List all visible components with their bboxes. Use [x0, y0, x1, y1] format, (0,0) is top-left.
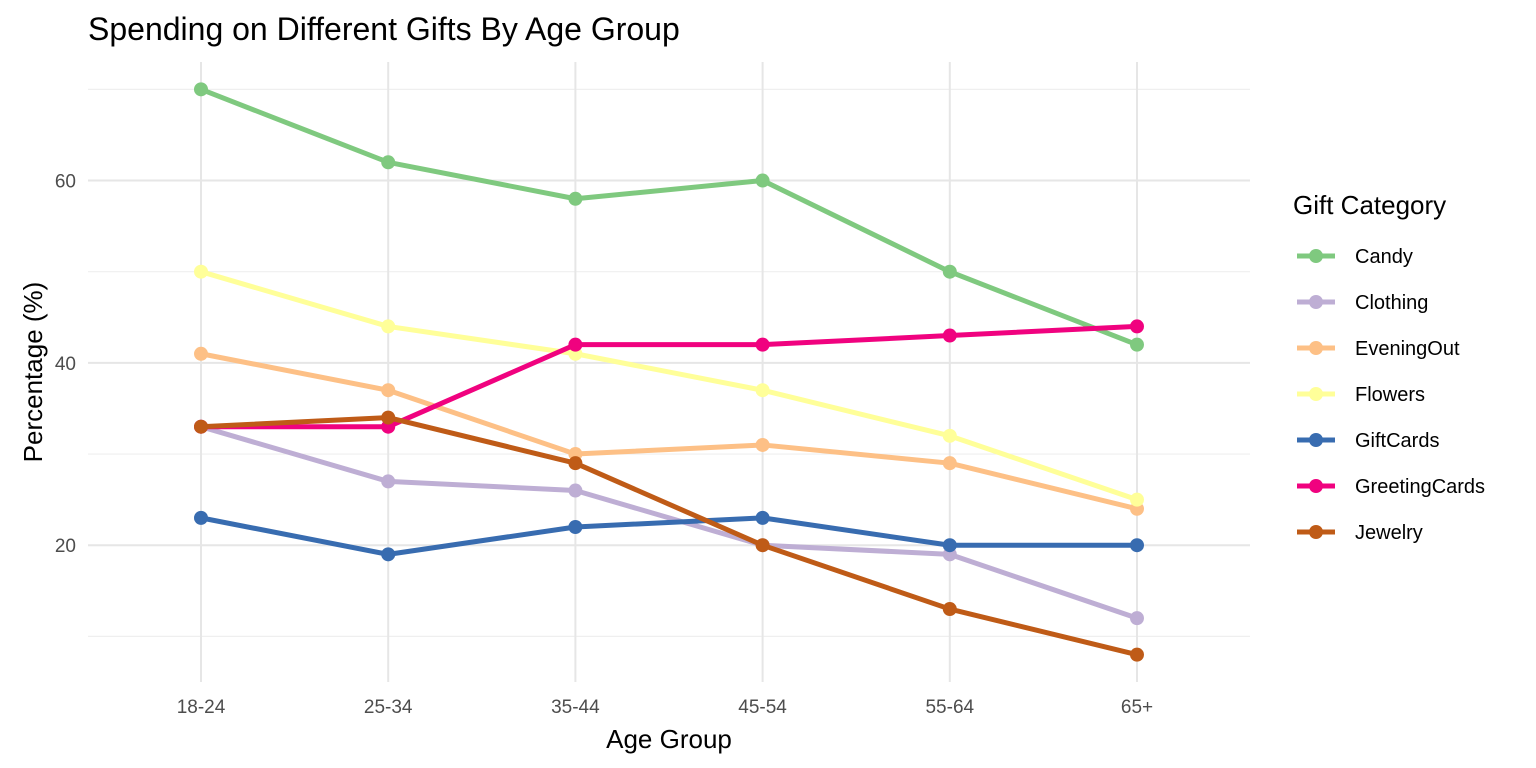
series-greetingcards	[194, 319, 1144, 434]
y-axis-title: Percentage (%)	[18, 282, 48, 463]
data-point	[381, 155, 396, 170]
data-point	[194, 419, 208, 434]
data-point	[1130, 647, 1144, 662]
data-point	[755, 538, 770, 553]
chart-title: Spending on Different Gifts By Age Group	[88, 11, 680, 47]
data-point	[568, 191, 583, 206]
data-point	[942, 428, 957, 443]
legend-swatch-point	[1309, 295, 1323, 309]
legend-item-flowers: Flowers	[1297, 384, 1425, 406]
data-point	[568, 483, 583, 498]
data-point	[755, 510, 770, 525]
legend-swatch-point	[1309, 433, 1323, 447]
data-point	[1130, 492, 1144, 507]
data-point	[381, 410, 396, 425]
legend-title: Gift Category	[1293, 190, 1446, 220]
legend-label: Flowers	[1355, 384, 1425, 406]
data-point	[381, 319, 396, 334]
data-point	[568, 520, 583, 534]
legend-swatch-point	[1309, 249, 1323, 263]
x-tick-label: 18-24	[177, 697, 226, 718]
legend-item-eveningout: EveningOut	[1297, 338, 1460, 360]
data-point	[568, 337, 583, 352]
x-tick-label: 45-54	[738, 697, 787, 718]
series-candy	[194, 82, 1144, 352]
data-point	[755, 337, 770, 352]
series-giftcards	[194, 510, 1144, 562]
series-line	[200, 87, 1138, 347]
grid	[88, 62, 1250, 682]
data-point	[194, 264, 208, 279]
data-point	[194, 510, 208, 525]
series-jewelry	[194, 410, 1144, 662]
legend-item-candy: Candy	[1297, 246, 1413, 268]
x-tick-label: 25-34	[364, 697, 413, 718]
y-tick-label: 40	[55, 354, 76, 375]
legend-item-giftcards: GiftCards	[1297, 430, 1439, 452]
x-axis-title: Age Group	[606, 724, 732, 754]
data-point	[381, 383, 396, 398]
legend-label: GreetingCards	[1355, 476, 1485, 498]
data-point	[942, 264, 957, 279]
legend-swatch-point	[1309, 387, 1323, 401]
series-line	[200, 269, 1138, 503]
legend-label: EveningOut	[1355, 338, 1460, 360]
x-tick-label: 35-44	[551, 697, 600, 718]
legend-item-jewelry: Jewelry	[1297, 522, 1423, 544]
data-point	[381, 547, 396, 562]
data-point	[755, 173, 770, 188]
legend-label: Clothing	[1355, 292, 1428, 314]
series-line	[200, 351, 1138, 512]
data-point	[194, 82, 208, 97]
series-flowers	[194, 264, 1144, 507]
data-point	[194, 346, 208, 361]
data-point	[942, 456, 957, 471]
data-point	[568, 456, 583, 471]
series-line	[200, 515, 1137, 557]
series-line	[200, 424, 1138, 621]
legend-swatch-point	[1309, 525, 1323, 539]
legend-swatch-point	[1309, 479, 1323, 493]
legend-swatch-point	[1309, 341, 1323, 355]
legend-label: Candy	[1355, 246, 1413, 268]
data-point	[1130, 319, 1144, 334]
data-point	[942, 538, 957, 553]
y-tick-label: 60	[55, 172, 76, 193]
x-tick-label: 65+	[1121, 697, 1153, 718]
legend-label: GiftCards	[1355, 430, 1439, 452]
data-point	[942, 328, 957, 343]
x-tick-label: 55-64	[925, 697, 974, 718]
data-point	[1130, 538, 1144, 553]
legend-item-clothing: Clothing	[1297, 292, 1428, 314]
axes: 20 40 60 18-24 25-34 35-44 45-54 55-64 65+	[55, 172, 1153, 718]
legend-label: Jewelry	[1355, 522, 1423, 544]
data-point	[1130, 337, 1144, 352]
series-line	[200, 415, 1138, 658]
series-lines	[194, 82, 1144, 662]
legend-item-greetingcards: GreetingCards	[1297, 476, 1485, 498]
data-point	[381, 474, 396, 489]
data-point	[942, 602, 957, 617]
y-tick-label: 20	[55, 536, 76, 557]
legend: Gift Category Candy Clothing EveningOut Flo…	[1293, 190, 1485, 544]
data-point	[1130, 611, 1144, 626]
data-point	[755, 437, 770, 452]
data-point	[755, 383, 770, 398]
series-line	[201, 323, 1138, 430]
